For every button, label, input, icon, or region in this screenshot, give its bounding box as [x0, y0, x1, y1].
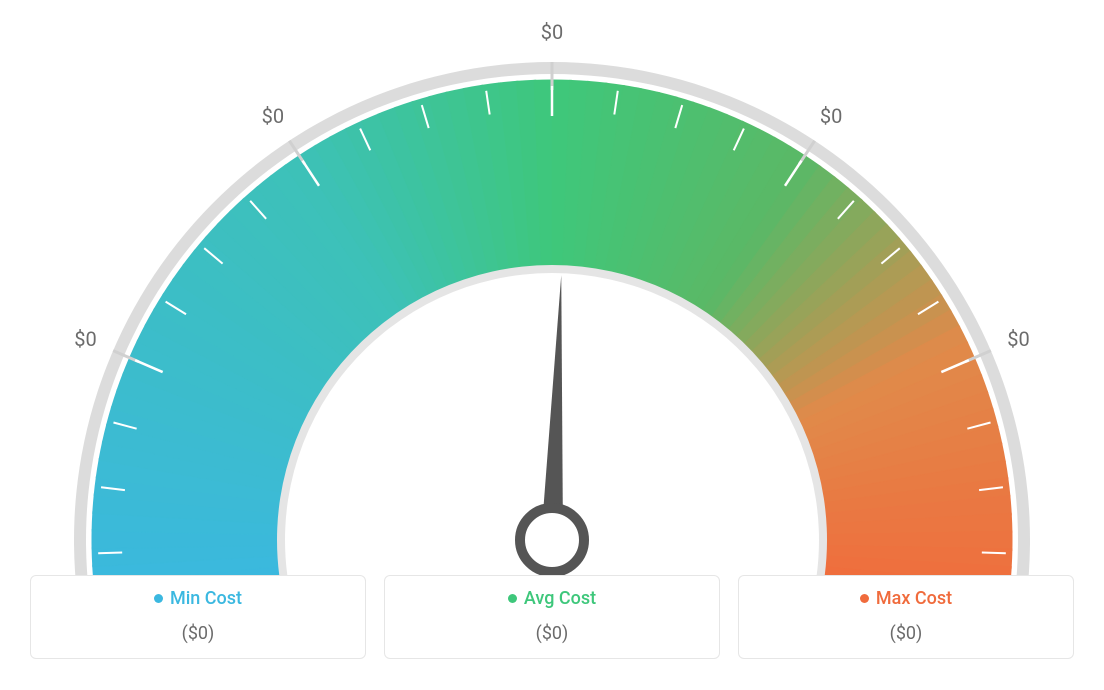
scale-label: $0	[541, 20, 563, 44]
legend-label-max: Max Cost	[876, 588, 952, 609]
legend-dot-min	[154, 594, 163, 603]
legend-row: Min Cost ($0) Avg Cost ($0) Max Cost ($0…	[0, 575, 1104, 690]
legend-card-avg: Avg Cost ($0)	[384, 575, 720, 659]
gauge-svg	[0, 0, 1104, 575]
scale-label: $0	[1007, 327, 1029, 351]
legend-card-min: Min Cost ($0)	[30, 575, 366, 659]
scale-label: $0	[74, 327, 96, 351]
legend-label-avg: Avg Cost	[524, 588, 596, 609]
gauge-area: $0$0$0$0$0$0$0	[0, 0, 1104, 575]
legend-title-max: Max Cost	[860, 588, 952, 609]
legend-value-max: ($0)	[739, 623, 1073, 644]
legend-value-min: ($0)	[31, 623, 365, 644]
legend-dot-max	[860, 594, 869, 603]
legend-dot-avg	[508, 594, 517, 603]
scale-label: $0	[262, 104, 284, 128]
scale-label: $0	[820, 104, 842, 128]
legend-value-avg: ($0)	[385, 623, 719, 644]
cost-gauge-chart: $0$0$0$0$0$0$0 Min Cost ($0) Avg Cost ($…	[0, 0, 1104, 690]
legend-card-max: Max Cost ($0)	[738, 575, 1074, 659]
legend-title-avg: Avg Cost	[508, 588, 596, 609]
legend-label-min: Min Cost	[170, 588, 242, 609]
legend-title-min: Min Cost	[154, 588, 242, 609]
